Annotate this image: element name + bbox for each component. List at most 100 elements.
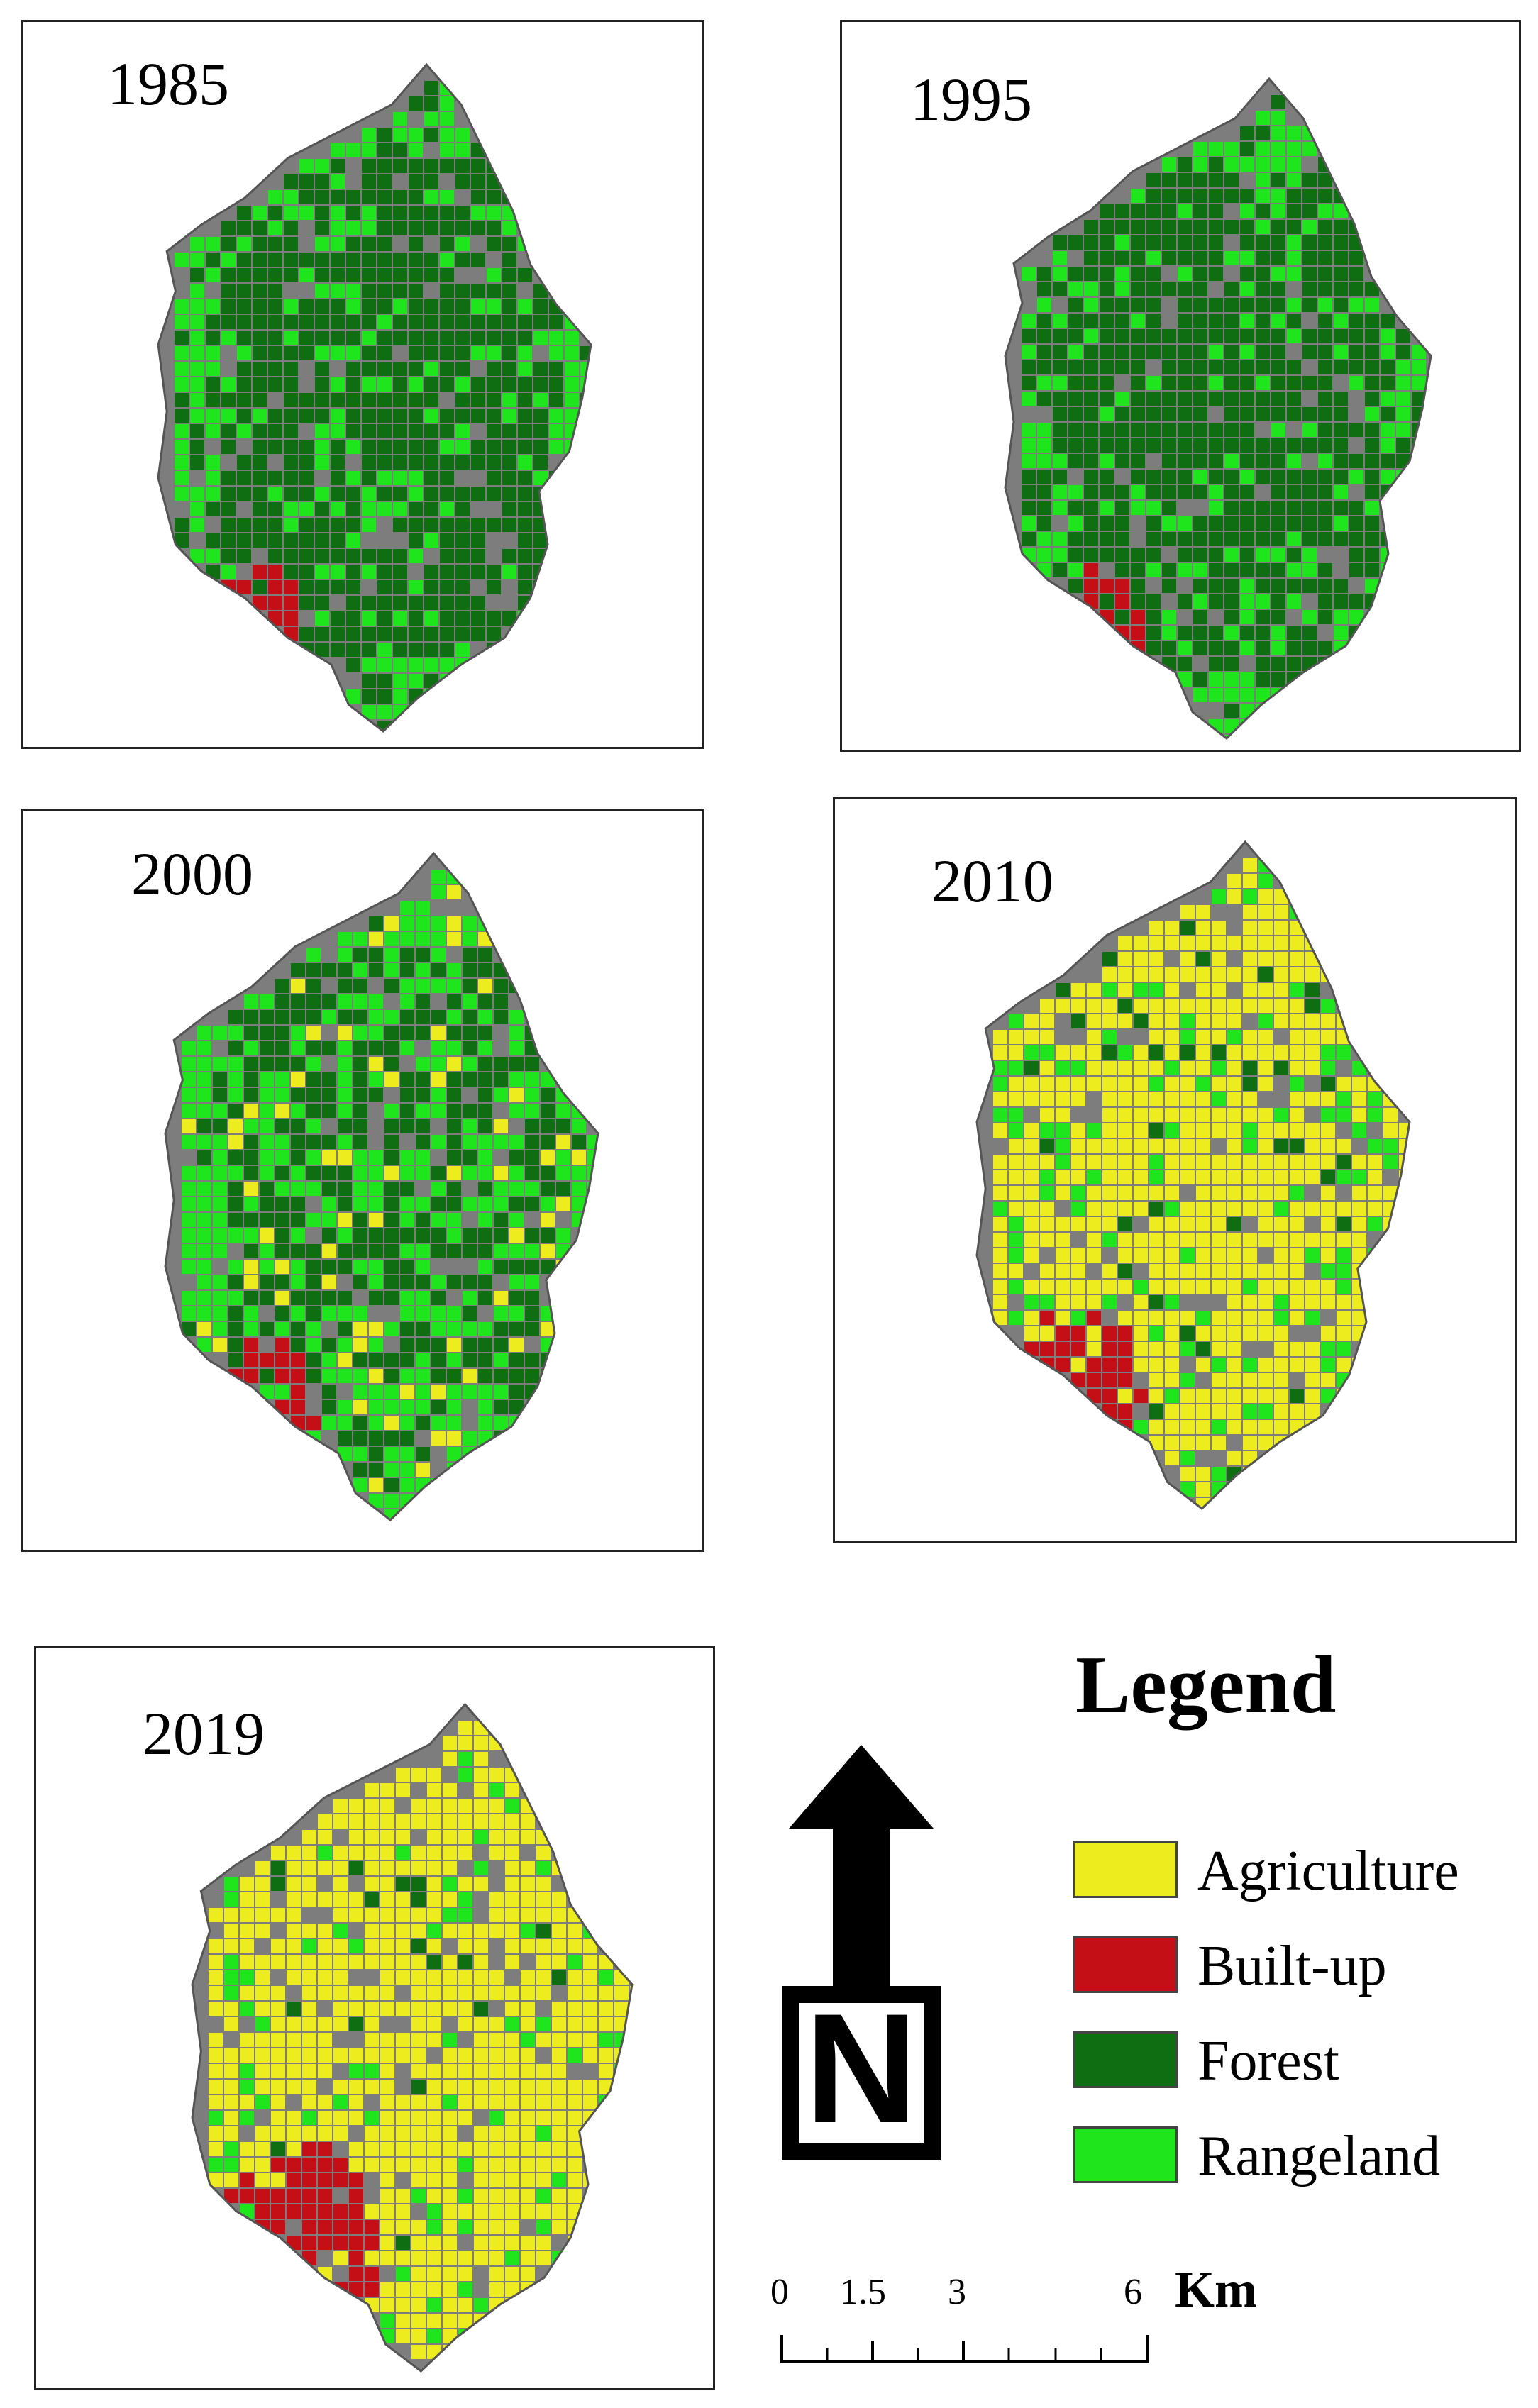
map-cell-rangeland bbox=[1053, 314, 1067, 328]
map-cell-agriculture bbox=[380, 1799, 394, 1813]
map-cell-forest bbox=[353, 1463, 367, 1477]
map-cell-forest bbox=[268, 471, 282, 485]
map-cell-forest bbox=[509, 1353, 524, 1367]
map-cell-rangeland bbox=[536, 2126, 551, 2141]
map-cell-forest bbox=[1365, 392, 1379, 406]
map-cell-forest bbox=[322, 1072, 336, 1087]
map-cell-agriculture bbox=[1118, 1202, 1132, 1216]
map-cell-rangeland bbox=[1149, 1077, 1163, 1091]
map-cell-agriculture bbox=[255, 2126, 270, 2141]
map-cell-forest bbox=[322, 1104, 336, 1118]
map-cell-agriculture bbox=[209, 1970, 223, 1985]
map-cell-forest bbox=[175, 331, 189, 345]
map-cell-agriculture bbox=[1087, 1139, 1101, 1153]
map-cell-agriculture bbox=[521, 2251, 535, 2265]
map-cell-rangeland bbox=[1365, 407, 1379, 421]
map-cell-agriculture bbox=[1087, 1077, 1101, 1091]
map-cell-forest bbox=[377, 611, 392, 626]
map-cell-rangeland bbox=[206, 471, 220, 485]
map-cell-forest bbox=[440, 487, 454, 501]
map-cell-agriculture bbox=[521, 2267, 535, 2281]
map-cell-forest bbox=[502, 440, 516, 454]
map-cell-forest bbox=[1100, 329, 1114, 343]
map-cell-forest bbox=[455, 206, 470, 220]
map-cell-forest bbox=[1193, 189, 1207, 203]
map-cell-forest bbox=[1271, 438, 1285, 453]
map-cell-agriculture bbox=[1321, 1202, 1335, 1216]
map-cell-forest bbox=[1131, 438, 1145, 453]
map-cell-rangeland bbox=[1368, 1139, 1382, 1153]
map-cell-rangeland bbox=[443, 1877, 457, 1891]
map-cell-forest bbox=[509, 1385, 524, 1399]
map-cell-forest bbox=[556, 1182, 570, 1196]
map-cell-agriculture bbox=[228, 1135, 243, 1149]
map-cell-agriculture bbox=[1087, 1186, 1101, 1200]
map-cell-agriculture bbox=[1243, 1170, 1257, 1184]
map-cell-agriculture bbox=[458, 1939, 472, 1953]
map-cell-forest bbox=[1256, 314, 1270, 328]
map-cell-forest bbox=[1209, 204, 1223, 218]
map-cell-agriculture bbox=[380, 1939, 394, 1953]
map-cell-agriculture bbox=[1290, 1123, 1304, 1138]
map-cell-forest bbox=[1396, 329, 1410, 343]
map-cell-agriculture bbox=[1196, 1280, 1210, 1294]
map-cell-agriculture bbox=[411, 2345, 426, 2359]
map-cell-forest bbox=[253, 284, 267, 298]
map-cell-agriculture bbox=[1056, 1186, 1070, 1200]
map-cell-forest bbox=[525, 1057, 539, 1071]
map-cell-forest bbox=[393, 190, 407, 204]
map-cell-forest bbox=[478, 1228, 492, 1243]
map-cell-forest bbox=[463, 1244, 477, 1258]
map-cell-forest bbox=[1256, 610, 1270, 624]
map-cell-rangeland bbox=[331, 237, 345, 251]
map-cell-rangeland bbox=[213, 1104, 227, 1118]
map-cell-rangeland bbox=[1274, 1202, 1288, 1216]
map-cell-forest bbox=[384, 1150, 399, 1165]
map-cell-rangeland bbox=[1178, 641, 1192, 655]
land-use-map-1985 bbox=[157, 62, 592, 733]
map-cell-agriculture bbox=[1212, 1311, 1226, 1325]
map-cell-forest bbox=[471, 190, 485, 204]
map-cell-rangeland bbox=[1381, 438, 1395, 453]
map-cell-forest bbox=[518, 502, 532, 516]
map-cell-rangeland bbox=[1149, 1155, 1163, 1169]
map-cell-agriculture bbox=[474, 1799, 488, 1813]
map-cell-agriculture bbox=[1118, 1280, 1132, 1294]
map-cell-forest bbox=[1193, 251, 1207, 265]
map-cell-rangeland bbox=[572, 1166, 586, 1180]
map-cell-rangeland bbox=[1381, 579, 1395, 593]
map-cell-rangeland bbox=[1396, 360, 1410, 374]
map-cell-agriculture bbox=[1227, 1077, 1241, 1091]
map-cell-rangeland bbox=[1302, 672, 1317, 687]
map-cell-built-up bbox=[271, 2158, 285, 2172]
map-cell-built-up bbox=[268, 596, 282, 610]
map-cell-built-up bbox=[349, 2251, 363, 2265]
map-cell-forest bbox=[1193, 345, 1207, 359]
map-cell-forest bbox=[487, 409, 501, 423]
map-cell-agriculture bbox=[1196, 999, 1210, 1013]
map-cell-forest bbox=[253, 268, 267, 282]
map-cell-forest bbox=[494, 994, 508, 1009]
map-cell-agriculture bbox=[1227, 1264, 1241, 1278]
map-cell-rangeland bbox=[1037, 438, 1051, 453]
map-cell-rangeland bbox=[291, 1104, 305, 1118]
map-cell-rangeland bbox=[1321, 1264, 1335, 1278]
map-cell-agriculture bbox=[509, 1338, 524, 1352]
map-cell-forest bbox=[322, 1135, 336, 1149]
map-cell-rangeland bbox=[260, 1244, 274, 1258]
map-cell-rangeland bbox=[306, 948, 321, 962]
map-cell-rangeland bbox=[455, 143, 470, 157]
map-cell-rangeland bbox=[400, 1369, 414, 1383]
map-cell-agriculture bbox=[541, 1322, 555, 1336]
map-cell-forest bbox=[268, 284, 282, 298]
map-cell-rangeland bbox=[213, 1166, 227, 1180]
map-cell-forest bbox=[463, 963, 477, 977]
map-cell-agriculture bbox=[1165, 1373, 1179, 1387]
map-cell-forest bbox=[533, 377, 548, 392]
map-cell-forest bbox=[284, 174, 298, 189]
map-cell-agriculture bbox=[1212, 1077, 1226, 1091]
map-cell-built-up bbox=[318, 2173, 332, 2187]
map-cell-agriculture bbox=[427, 2158, 441, 2172]
map-cell-agriculture bbox=[1227, 1108, 1241, 1122]
map-cell-agriculture bbox=[568, 2033, 582, 2047]
